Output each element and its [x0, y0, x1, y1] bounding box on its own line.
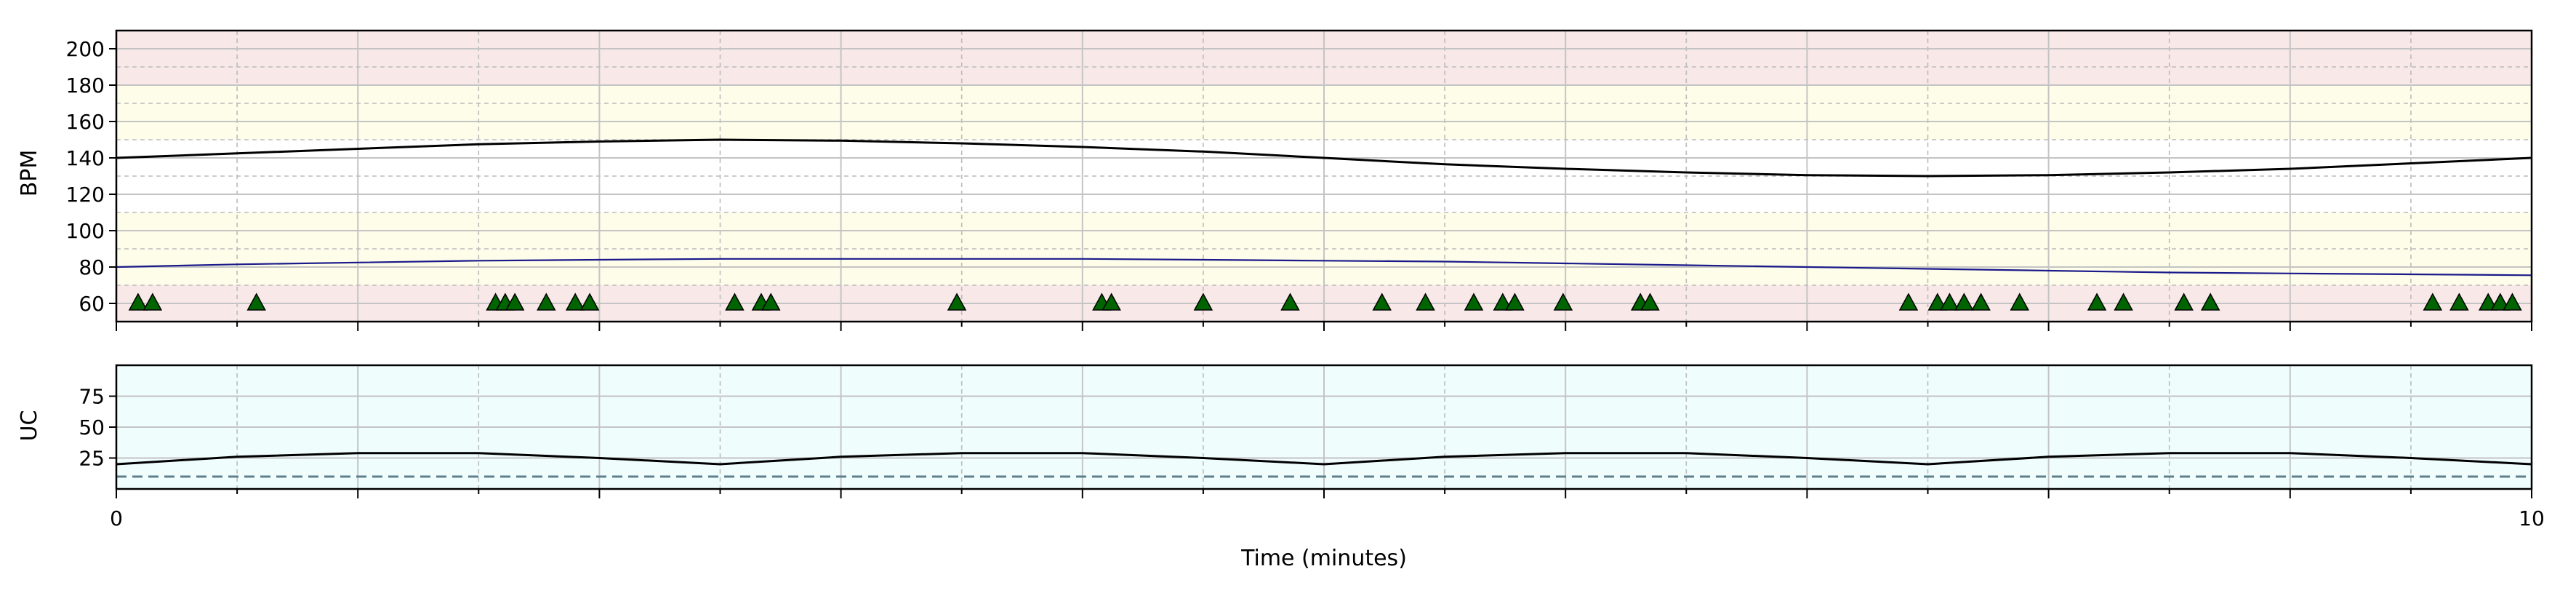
acceleration-marker	[1927, 292, 1948, 311]
acceleration-marker	[537, 292, 556, 311]
uc-panel: 25 50 75 0 10	[79, 364, 2545, 530]
y-tick-label: 25	[79, 447, 105, 471]
acceleration-marker	[1505, 292, 1525, 311]
acceleration-marker	[505, 292, 525, 311]
y-tick-label: 60	[79, 292, 105, 316]
acceleration-marker	[947, 292, 967, 311]
acceleration-marker	[2423, 292, 2443, 311]
uc-y-axis-label: UC	[17, 410, 42, 442]
acceleration-marker	[2503, 292, 2522, 311]
x-axis-label: Time (minutes)	[1240, 546, 1407, 571]
y-tick-label: 200	[66, 37, 105, 61]
x-tick-label: 0	[110, 506, 123, 530]
acceleration-marker	[1940, 292, 1959, 311]
y-tick-label: 75	[79, 385, 105, 409]
x-tick-label: 10	[2519, 506, 2545, 530]
acceleration-marker	[725, 292, 745, 311]
acceleration-marker	[1464, 292, 1484, 311]
acceleration-marker	[2010, 292, 2029, 311]
series-line-0	[116, 138, 2532, 178]
acceleration-marker	[2114, 292, 2133, 311]
acceleration-marker	[1898, 292, 1919, 311]
acceleration-marker	[1971, 292, 1991, 311]
acceleration-marker	[1193, 292, 1213, 311]
acceleration-marker	[565, 292, 585, 311]
acceleration-marker	[128, 292, 148, 311]
series-line-0	[116, 452, 2532, 466]
acceleration-marker	[761, 292, 781, 311]
fhr-panel: 60 80 100 120 140 160 180 200	[66, 29, 2533, 331]
acceleration-marker	[1372, 292, 1392, 311]
acceleration-marker	[2490, 292, 2511, 311]
y-tick-label: 160	[66, 110, 105, 134]
acceleration-marker	[1640, 292, 1660, 311]
y-tick-label: 100	[66, 219, 105, 243]
series-line-1	[116, 258, 2532, 276]
acceleration-marker	[1280, 292, 1300, 311]
acceleration-marker	[2200, 292, 2220, 311]
acceleration-marker	[1493, 292, 1513, 311]
plot-frame	[115, 364, 2533, 490]
acceleration-marker	[1102, 292, 1121, 311]
y-tick-label: 50	[79, 415, 105, 439]
acceleration-marker	[1553, 292, 1573, 311]
acceleration-marker	[1954, 292, 1974, 311]
y-tick-label: 80	[79, 255, 105, 279]
y-tick-label: 120	[66, 183, 105, 207]
plot-frame	[115, 29, 2533, 323]
acceleration-marker	[579, 292, 600, 311]
fhr-y-axis-label: BPM	[17, 150, 42, 197]
y-tick-label: 140	[66, 146, 105, 170]
acceleration-marker	[2087, 292, 2107, 311]
acceleration-marker	[2449, 292, 2469, 311]
acceleration-marker	[246, 292, 266, 311]
acceleration-marker	[1416, 292, 1435, 311]
y-tick-label: 180	[66, 73, 105, 97]
acceleration-marker	[2478, 292, 2498, 311]
acceleration-marker	[2174, 292, 2194, 311]
acceleration-marker	[143, 292, 163, 311]
